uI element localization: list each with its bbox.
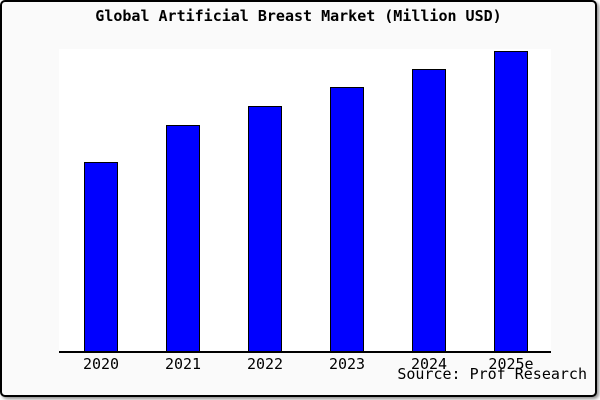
- chart-title: Global Artificial Breast Market (Million…: [95, 7, 502, 25]
- bar-2025e: [494, 51, 528, 351]
- bar-2024: [412, 69, 446, 351]
- x-tick-label-2021: 2021: [164, 355, 202, 373]
- x-tick-label-2020: 2020: [82, 355, 120, 373]
- bar-2020: [84, 162, 118, 351]
- bar-2021: [166, 125, 200, 351]
- bar-2023: [330, 87, 364, 351]
- x-tick-label-2025e: 2025e: [488, 355, 534, 373]
- x-tick-label-2024: 2024: [410, 355, 448, 373]
- x-tick-label-2023: 2023: [328, 355, 366, 373]
- bar-2022: [248, 106, 282, 351]
- x-axis-labels: 2020 2021 2022 2023 2024 2025e: [59, 355, 551, 373]
- x-tick-label-2022: 2022: [246, 355, 284, 373]
- plot-area: [59, 49, 551, 353]
- source-text: Source: Prof Research: [397, 365, 587, 383]
